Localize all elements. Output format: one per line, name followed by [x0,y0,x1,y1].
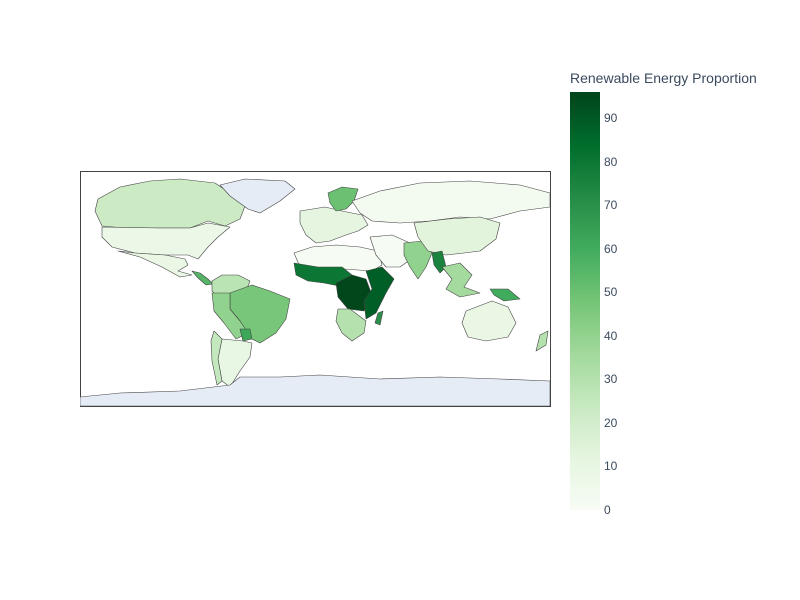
colorbar-tick-70: 70 [604,198,618,213]
colorbar-tick-40: 40 [604,328,618,343]
colorbar [570,92,600,510]
region-australia[interactable]: Australia: 9 [461,300,517,342]
region-antarctica[interactable]: Antarctica [80,374,551,407]
region-united-states[interactable]: United States: 8 [101,222,231,260]
colorbar-tick-0: 0 [604,503,611,517]
region-new-zealand[interactable]: New Zealand: 30 [535,330,549,352]
region-middle-east[interactable]: Middle East: 1 [369,234,415,268]
colorbar-title: Renewable Energy Proportion [570,70,757,86]
region-mexico[interactable]: Mexico: 9 [117,250,193,278]
colorbar-tick-10: 10 [604,459,618,474]
colorbar-tick-20: 20 [604,415,618,430]
region-greenland[interactable]: Greenland [219,178,296,214]
colorbar-tick-30: 30 [604,372,618,387]
country-layer: Canada: 22GreenlandUnited States: 8Mexic… [80,178,551,407]
colorbar-tick-60: 60 [604,241,618,256]
colorbar-tick-50: 50 [604,285,618,300]
region-chile[interactable]: Chile: 25 [210,330,223,386]
region-east-africa[interactable]: East Africa: 88 [363,266,395,320]
colorbar-tick-80: 80 [604,154,618,169]
region-scandinavia[interactable]: Scandinavia: 50 [327,186,359,212]
region-madagascar[interactable]: Madagascar: 70 [374,310,384,326]
region-paraguay[interactable]: Paraguay: 62 [239,328,253,342]
world-map[interactable]: Canada: 22GreenlandUnited States: 8Mexic… [80,171,551,407]
region-china[interactable]: China: 13 [413,216,501,256]
region-southern-africa[interactable]: Southern Africa: 30 [335,308,367,342]
region-southeast-asia[interactable]: Southeast Asia: 35 [441,262,481,298]
region-papua-new-guinea[interactable]: Papua New Guinea: 60 [489,288,521,302]
region-russia[interactable]: Russia: 3 [351,180,551,224]
colorbar-tick-90: 90 [604,111,618,126]
